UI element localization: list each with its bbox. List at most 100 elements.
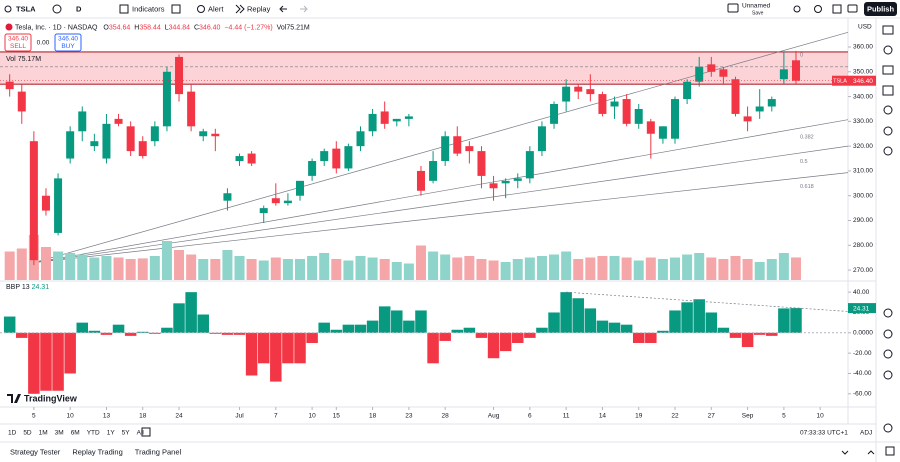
panel-tab[interactable]: Trading Panel [135, 447, 182, 456]
candle-body [308, 161, 317, 176]
volume-bar [585, 257, 596, 280]
volume-bar [174, 250, 185, 280]
adj-toggle[interactable]: ADJ [860, 430, 872, 437]
alert-button[interactable]: Alert [208, 4, 224, 13]
redo-button[interactable] [300, 5, 308, 13]
buy-button[interactable] [54, 33, 82, 52]
calendar-icon[interactable] [882, 85, 894, 96]
volume-bar [573, 259, 584, 280]
bbp-bar [560, 292, 572, 333]
symbol[interactable]: TSLA [16, 4, 36, 13]
compare-button[interactable] [52, 4, 62, 14]
volume-bar [645, 257, 656, 280]
alerts-icon[interactable] [883, 45, 893, 55]
snapshot-button[interactable] [847, 4, 858, 13]
time-tick-label: 22 [671, 413, 679, 420]
panel-tab[interactable]: Strategy Tester [10, 447, 61, 456]
bbp-bar [112, 324, 125, 333]
volume-bar [186, 254, 197, 280]
interval[interactable]: D [76, 4, 82, 13]
publish-label[interactable]: Publish [867, 4, 895, 13]
fib-fan-line [33, 172, 849, 263]
layout-name[interactable]: Unnamed [742, 3, 771, 10]
range-button[interactable]: 5D [23, 430, 32, 437]
bbp-name: BBP 13 [6, 284, 30, 291]
tv-logo-text: TradingView [24, 393, 78, 403]
notifications-bell[interactable] [883, 423, 893, 433]
save-label[interactable]: Save [752, 10, 764, 16]
goto-date[interactable] [141, 427, 151, 437]
range-button[interactable]: All [137, 430, 145, 437]
bbp-tick-label: -20.00 [853, 350, 872, 357]
volume-bar [500, 262, 511, 280]
candle-body [489, 183, 498, 189]
notifications-icon[interactable] [883, 146, 893, 156]
screener-icon[interactable] [883, 349, 893, 359]
range-button[interactable]: 1D [8, 430, 17, 437]
buy-label[interactable]: BUY [61, 43, 75, 50]
undo-button[interactable] [279, 5, 287, 13]
search-icon[interactable] [4, 5, 12, 13]
volume-bar [53, 251, 64, 280]
hotlist-icon[interactable] [883, 329, 893, 339]
candle-body [211, 133, 220, 137]
bbp-bar [378, 306, 391, 333]
sell-price[interactable]: 346.40 [8, 36, 28, 43]
volume-bar [694, 253, 705, 280]
bbp-bar [427, 332, 439, 364]
templates-icon[interactable] [171, 4, 181, 14]
volume-bar [464, 256, 475, 280]
volume-bar [561, 251, 572, 280]
chat-icon[interactable] [882, 65, 894, 75]
volume-bar [706, 257, 717, 280]
bbp-bar [705, 312, 718, 333]
publish-button[interactable] [864, 2, 897, 16]
bbp-bar [572, 298, 584, 333]
watchlist-icon[interactable] [882, 25, 894, 35]
help-icon[interactable] [883, 370, 893, 380]
volume-bar [488, 260, 499, 280]
range-button[interactable]: 3M [55, 430, 64, 437]
settings-button[interactable] [814, 5, 822, 13]
candle-body [477, 151, 486, 176]
ideas-icon[interactable] [883, 105, 893, 115]
volume-bar [524, 257, 535, 280]
dom-icon[interactable] [883, 308, 893, 318]
quick-search[interactable] [793, 5, 801, 13]
time-tick-label: 19 [635, 413, 643, 420]
bbp-bar [100, 332, 113, 335]
bbp-bar [197, 314, 209, 333]
price-tick-label: 340.00 [853, 93, 873, 100]
fib-fan-line [33, 145, 849, 263]
price-tick-label: 310.00 [853, 168, 873, 175]
close-value: 346.40 [199, 24, 221, 31]
streams-icon[interactable] [883, 126, 893, 136]
panel-controls[interactable] [841, 450, 875, 455]
maximize-panel[interactable] [885, 446, 895, 456]
bbp-bar [645, 332, 657, 343]
sell-label[interactable]: SELL [10, 43, 26, 50]
range-button[interactable]: 5Y [122, 430, 131, 437]
volume-bar [125, 259, 136, 280]
candle-body [66, 131, 75, 159]
legend-ohlc: Tesla, Inc. · 1D · NASDAQ O354.64 H358.4… [15, 24, 310, 31]
bbp-bar [233, 332, 246, 335]
bbp-bar [669, 310, 681, 333]
fullscreen-button[interactable] [832, 4, 842, 14]
range-button[interactable]: 6M [71, 430, 80, 437]
volume-bar [246, 259, 257, 280]
candle-body [707, 64, 716, 72]
range-button[interactable]: YTD [87, 430, 100, 437]
panel-tab[interactable]: Replay Trading [72, 447, 122, 456]
range-button[interactable]: 1M [39, 430, 48, 437]
sell-button[interactable] [4, 33, 32, 52]
candle-body [791, 60, 800, 81]
replay-button[interactable]: Replay [247, 4, 271, 13]
indicators-button[interactable]: Indicators [132, 4, 165, 13]
bbp-bar [620, 324, 633, 333]
range-button[interactable]: 1Y [107, 430, 116, 437]
buy-price[interactable]: 346.40 [58, 36, 78, 43]
bbp-bar [741, 332, 754, 348]
time-tick-label: 24 [175, 413, 183, 420]
candle-body [610, 101, 619, 107]
